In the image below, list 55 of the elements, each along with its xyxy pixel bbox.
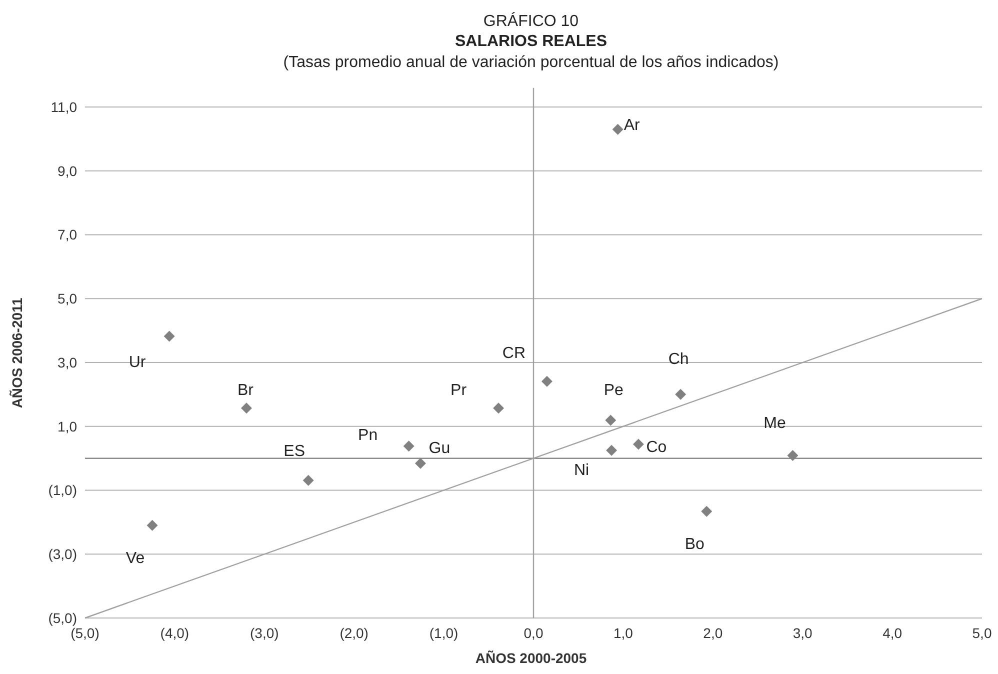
- y-tick-label: 11,0: [50, 98, 78, 115]
- y-tick-label: 5,0: [58, 290, 78, 307]
- annotation: CR: [502, 344, 526, 362]
- annotation: Pe: [604, 382, 624, 399]
- point: [164, 330, 175, 342]
- x-tick-label: (3,0): [250, 625, 279, 641]
- annotation: ES: [284, 442, 306, 460]
- annotation: Me: [764, 415, 786, 432]
- annotation: Ur: [128, 354, 146, 371]
- x-tick-label: 0,0: [524, 625, 544, 641]
- annotation: Pr: [450, 382, 468, 399]
- point: [146, 520, 158, 531]
- x-tick-label: (2,0): [340, 625, 368, 641]
- x-tick-label: (4,0): [160, 625, 190, 641]
- point: [541, 376, 552, 387]
- y-tick-label: 9,0: [58, 162, 78, 179]
- point: [606, 444, 618, 456]
- x-tick-label: 3,0: [792, 625, 813, 641]
- y-tick-label: (3,0): [48, 546, 77, 562]
- y-tick-label: 7,0: [58, 226, 78, 243]
- point: [414, 458, 426, 469]
- x-tick-label: 5,0: [972, 625, 992, 641]
- point: [240, 402, 252, 414]
- x-tick-label: 1,0: [613, 625, 634, 641]
- text: (Tasas promedio anual de variación porcentual de los años indicados): [283, 54, 779, 71]
- point: [632, 438, 644, 450]
- chart-subtitle: SALARIOS REALES: [454, 33, 608, 50]
- annotation: Gu: [428, 440, 450, 458]
- point: [605, 414, 616, 426]
- point: [302, 474, 314, 486]
- annotation: Ve: [126, 550, 145, 567]
- annotation: Co: [646, 438, 667, 456]
- x-axis-title: AÑOS 2000-2005: [475, 650, 587, 666]
- y-axis-title: AÑOS 2006-2011: [9, 297, 25, 408]
- annotation: Pn: [358, 426, 378, 444]
- chart-title: GRÁFICO 10: [483, 12, 579, 30]
- point: [675, 388, 686, 400]
- y-tick-label: 1,0: [58, 418, 78, 434]
- x-tick-label: 2,0: [703, 625, 723, 641]
- y-tick-label: 3,0: [58, 354, 78, 370]
- point: [612, 124, 624, 135]
- annotation: Bo: [684, 536, 705, 553]
- point: [701, 506, 712, 517]
- x-tick-label: 4,0: [882, 625, 902, 641]
- point: [787, 450, 798, 461]
- point: [493, 402, 504, 414]
- y-tick-label: (1,0): [48, 482, 77, 498]
- annotation: Ni: [574, 462, 590, 479]
- annotation: Ar: [624, 116, 640, 134]
- x-tick-label: (1,0): [429, 625, 458, 641]
- y-tick-label: (5,0): [48, 610, 77, 626]
- annotation: Ch: [668, 351, 689, 368]
- point: [403, 440, 414, 452]
- x-tick-label: (5,0): [70, 625, 100, 641]
- annotation: Br: [237, 382, 254, 399]
